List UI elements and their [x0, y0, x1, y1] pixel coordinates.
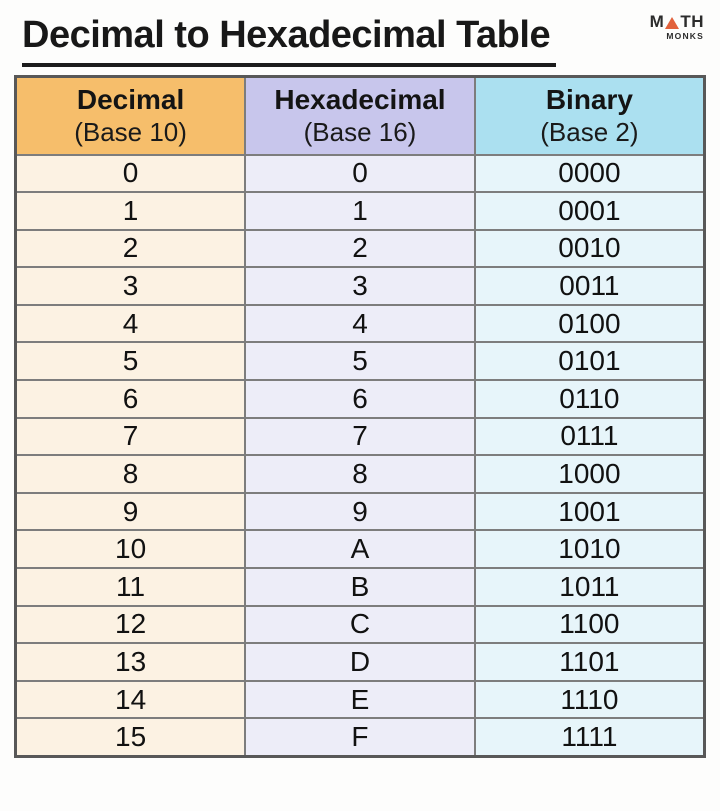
binary-cell: 1010: [473, 529, 706, 570]
binary-cell: 0111: [473, 416, 706, 457]
decimal-cell: 0: [14, 153, 247, 194]
table-body: 0 0 0000 1 1 0001 2 2 0010 3 3 0011 4 4 0100 5 5 0101 6 6 01…: [14, 153, 706, 757]
decimal-cell: 4: [14, 303, 247, 344]
table-row: 2 2 0010: [14, 228, 706, 269]
hexadecimal-cell: F: [244, 717, 476, 757]
hexadecimal-cell: 5: [244, 341, 476, 382]
column-header-decimal: Decimal (Base 10): [14, 75, 247, 156]
page-title: Decimal to Hexadecimal Table: [22, 15, 557, 67]
table-row: 7 7 0111: [14, 416, 706, 457]
hexadecimal-cell: C: [244, 604, 476, 645]
column-header-hexadecimal: Hexadecimal (Base 16): [244, 75, 476, 156]
column-header-binary: Binary (Base 2): [473, 75, 706, 156]
decimal-cell: 7: [14, 416, 247, 457]
column-sublabel-binary: (Base 2): [540, 116, 639, 147]
table-row: 1 1 0001: [14, 191, 706, 231]
math-monks-logo: M TH MONKS: [650, 13, 704, 41]
column-sublabel-hexadecimal: (Base 16): [303, 116, 417, 147]
table-row: 14 E 1110: [14, 679, 706, 720]
hexadecimal-cell: 3: [244, 266, 476, 306]
decimal-cell: 6: [14, 379, 247, 419]
column-sublabel-decimal: (Base 10): [74, 116, 187, 147]
decimal-hex-binary-table: Decimal (Base 10) Hexadecimal (Base 16) Bina…: [14, 75, 706, 758]
binary-cell: 1111: [473, 717, 706, 757]
logo-letter-m: M: [649, 12, 665, 31]
hexadecimal-cell: A: [244, 529, 476, 570]
decimal-cell: 14: [14, 679, 247, 720]
hexadecimal-cell: D: [244, 642, 476, 682]
hexadecimal-cell: 1: [244, 191, 476, 231]
table-row: 6 6 0110: [14, 379, 706, 419]
binary-cell: 0101: [473, 341, 706, 382]
page-header: Decimal to Hexadecimal Table M TH MONKS: [0, 0, 720, 72]
decimal-cell: 2: [14, 228, 247, 269]
hexadecimal-cell: 7: [244, 416, 476, 457]
hexadecimal-cell: 6: [244, 379, 476, 419]
decimal-cell: 5: [14, 341, 247, 382]
hexadecimal-cell: E: [244, 679, 476, 720]
table-row: 3 3 0011: [14, 266, 706, 306]
table-header: Decimal (Base 10) Hexadecimal (Base 16) Bina…: [14, 75, 706, 156]
binary-cell: 1100: [473, 604, 706, 645]
binary-cell: 0011: [473, 266, 706, 306]
table-row: 10 A 1010: [14, 529, 706, 570]
hexadecimal-cell: B: [244, 567, 476, 607]
hexadecimal-cell: 9: [244, 491, 476, 532]
column-label-decimal: Decimal: [76, 84, 185, 116]
binary-cell: 1001: [473, 491, 706, 532]
table-row: 15 F 1111: [14, 717, 706, 757]
decimal-cell: 10: [14, 529, 247, 570]
column-label-hexadecimal: Hexadecimal: [274, 84, 446, 116]
binary-cell: 1101: [473, 642, 706, 682]
binary-cell: 0110: [473, 379, 706, 419]
hexadecimal-cell: 2: [244, 228, 476, 269]
binary-cell: 0001: [473, 191, 706, 231]
logo-wordmark: M TH: [650, 13, 704, 30]
table-row: 5 5 0101: [14, 341, 706, 382]
binary-cell: 0010: [473, 228, 706, 269]
hexadecimal-cell: 8: [244, 454, 476, 494]
table-row: 9 9 1001: [14, 491, 706, 532]
table-row: 0 0 0000: [14, 153, 706, 194]
decimal-cell: 1: [14, 191, 247, 231]
logo-triangle-icon: [665, 17, 680, 29]
binary-cell: 1110: [473, 679, 706, 720]
table-row: 11 B 1011: [14, 567, 706, 607]
decimal-cell: 15: [14, 717, 247, 757]
header-row: Decimal (Base 10) Hexadecimal (Base 16) Bina…: [14, 75, 706, 156]
decimal-cell: 8: [14, 454, 247, 494]
table-row: 8 8 1000: [14, 454, 706, 494]
decimal-cell: 9: [14, 491, 247, 532]
binary-cell: 1011: [473, 567, 706, 607]
decimal-cell: 12: [14, 604, 247, 645]
hexadecimal-cell: 0: [244, 153, 476, 194]
binary-cell: 0000: [473, 153, 706, 194]
table-row: 12 C 1100: [14, 604, 706, 645]
decimal-cell: 3: [14, 266, 247, 306]
binary-cell: 1000: [473, 454, 706, 494]
logo-letters-th: TH: [680, 12, 704, 31]
decimal-cell: 11: [14, 567, 247, 607]
logo-subtext: MONKS: [666, 31, 704, 41]
hexadecimal-cell: 4: [244, 303, 476, 344]
column-label-binary: Binary: [545, 84, 633, 116]
decimal-cell: 13: [14, 642, 247, 682]
table-row: 4 4 0100: [14, 303, 706, 344]
table-row: 13 D 1101: [14, 642, 706, 682]
binary-cell: 0100: [473, 303, 706, 344]
